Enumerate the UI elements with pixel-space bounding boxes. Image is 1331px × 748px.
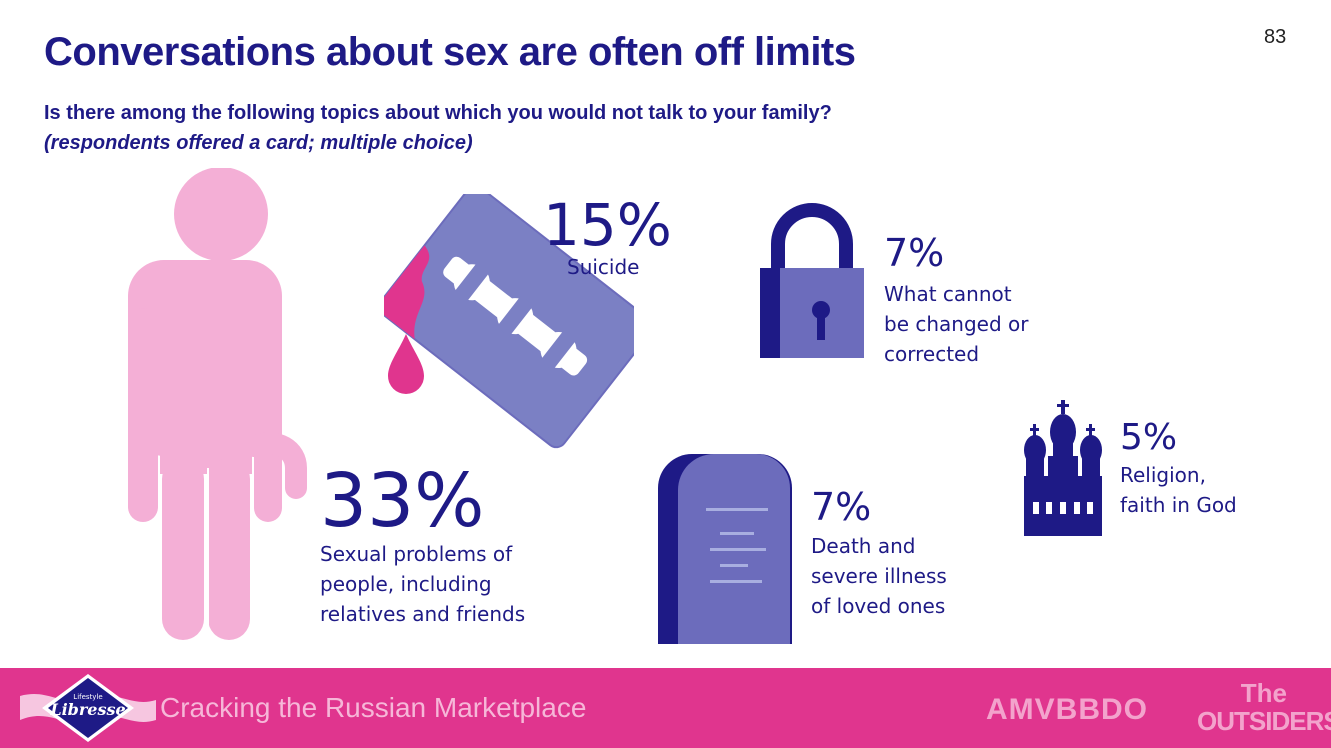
suicide-percent: 15% xyxy=(543,191,672,259)
sexual-label-1: Sexual problems of xyxy=(320,542,513,566)
person-icon xyxy=(128,168,307,640)
religion-label-2: faith in God xyxy=(1120,493,1237,517)
agency-logo: AMVBBDO xyxy=(986,693,1148,726)
outsiders-line-2: OUTSIDERS xyxy=(1197,706,1331,736)
libresse-small-text: Lifestyle xyxy=(73,693,102,701)
libresse-logo: Lifestyle Libresse xyxy=(20,674,156,742)
unchangeable-percent: 7% xyxy=(884,231,945,275)
unchangeable-label-2: be changed or xyxy=(884,312,1029,336)
footer-bar xyxy=(0,668,1331,748)
death-percent: 7% xyxy=(811,485,872,529)
sexual-label-2: people, including xyxy=(320,572,492,596)
death-label-2: severe illness xyxy=(811,564,947,588)
razor-blade-icon xyxy=(384,194,634,449)
page-title: Conversations about sex are often off li… xyxy=(44,30,856,74)
survey-question: Is there among the following topics abou… xyxy=(44,102,832,124)
sexual-label-3: relatives and friends xyxy=(320,602,526,626)
page-number: 83 xyxy=(1264,26,1287,48)
religion-label-1: Religion, xyxy=(1120,463,1206,487)
unchangeable-label-3: corrected xyxy=(884,342,980,366)
outsiders-logo: The OUTSIDERS xyxy=(1197,678,1331,742)
survey-note: (respondents offered a card; multiple ch… xyxy=(44,132,473,154)
death-label-3: of loved ones xyxy=(811,594,946,618)
libresse-brand-text: Libresse xyxy=(49,700,125,719)
tombstone-icon xyxy=(658,454,792,644)
unchangeable-label-1: What cannot xyxy=(884,282,1012,306)
death-label-1: Death and xyxy=(811,534,916,558)
footer-tagline: Cracking the Russian Marketplace xyxy=(160,692,587,723)
sexual-percent: 33% xyxy=(320,458,485,544)
suicide-label: Suicide xyxy=(567,255,640,279)
outsiders-line-1: The xyxy=(1240,678,1287,709)
church-icon xyxy=(1024,400,1102,536)
religion-percent: 5% xyxy=(1120,417,1178,458)
padlock-icon xyxy=(760,203,864,358)
